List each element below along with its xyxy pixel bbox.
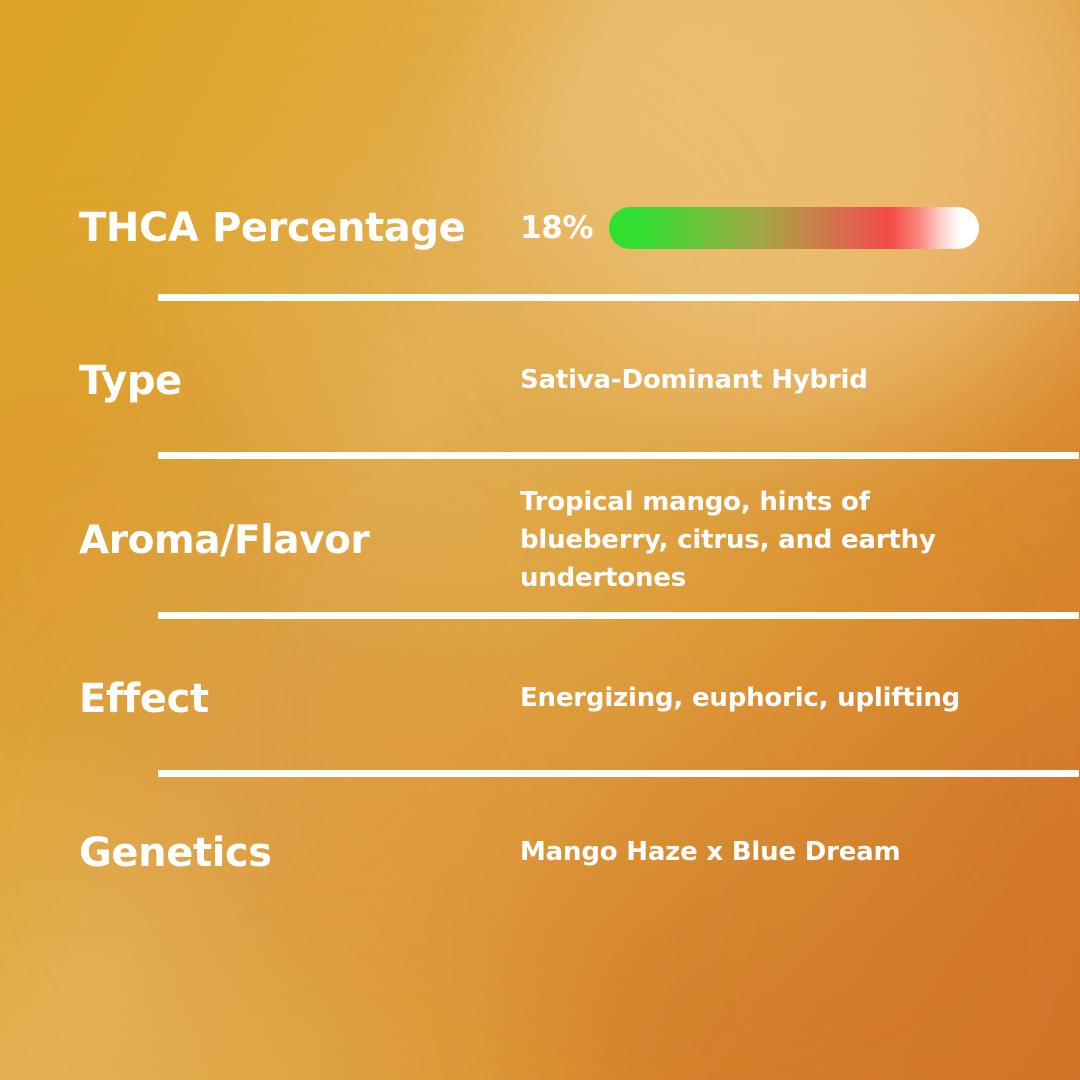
spec-value-genetics: Mango Haze x Blue Dream <box>520 837 901 868</box>
spec-label-type: Type <box>79 358 182 404</box>
spec-row-aroma-flavor: Aroma/Flavor Tropical mango, hints of bl… <box>79 487 1000 592</box>
spec-label-thca-percentage: THCA Percentage <box>79 205 466 251</box>
spec-row-effect: Effect Energizing, euphoric, uplifting <box>79 676 1000 722</box>
thca-progress-bar <box>609 207 980 249</box>
spec-label-genetics: Genetics <box>79 830 272 876</box>
spec-label-effect: Effect <box>79 676 209 722</box>
row-divider <box>158 294 1079 301</box>
spec-label-aroma-flavor: Aroma/Flavor <box>79 517 370 563</box>
thca-percentage-value: 18% <box>520 210 594 246</box>
spec-value-aroma-flavor: Tropical mango, hints of blueberry, citr… <box>520 487 936 593</box>
spec-row-thca-percentage: THCA Percentage 18% <box>79 205 1000 251</box>
row-divider <box>158 612 1079 619</box>
row-divider <box>158 452 1079 459</box>
spec-value-type: Sativa-Dominant Hybrid <box>520 365 868 396</box>
thca-meter-group: 18% <box>520 207 1000 249</box>
row-divider <box>158 770 1079 777</box>
spec-row-type: Type Sativa-Dominant Hybrid <box>79 358 1000 404</box>
spec-table: THCA Percentage 18% Type Sativa-Dominant… <box>79 0 1079 1080</box>
spec-row-genetics: Genetics Mango Haze x Blue Dream <box>79 830 1000 876</box>
spec-value-effect: Energizing, euphoric, uplifting <box>520 683 961 714</box>
